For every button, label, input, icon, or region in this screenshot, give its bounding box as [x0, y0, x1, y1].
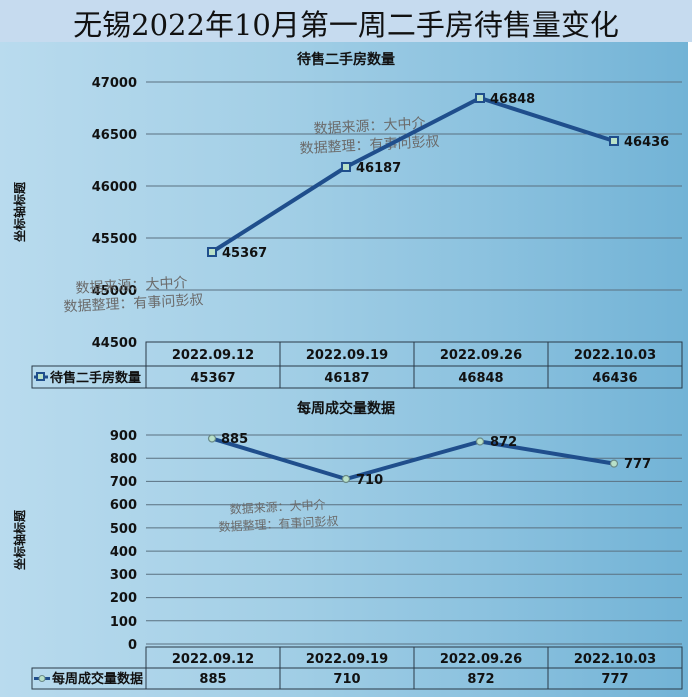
- chart2-table-row: 每周成交量数据 885 710 872 777: [34, 671, 629, 687]
- chart1-series-line: [210, 96, 615, 254]
- y-tick: 300: [110, 568, 137, 583]
- data-label: 46848: [490, 92, 535, 107]
- chart1-markers: [207, 93, 619, 257]
- y-tick: 600: [110, 498, 137, 513]
- table-cell: 777: [601, 672, 628, 687]
- table-header: 2022.10.03: [574, 652, 656, 667]
- table-header: 2022.09.26: [440, 348, 522, 363]
- table-cell: 872: [467, 672, 494, 687]
- y-tick: 100: [110, 615, 137, 630]
- y-tick: 0: [128, 638, 137, 653]
- table-cell: 46187: [324, 371, 369, 386]
- table-header: 2022.10.03: [574, 348, 656, 363]
- y-tick: 800: [110, 452, 137, 467]
- table-header: 2022.09.12: [172, 348, 254, 363]
- y-tick: 900: [110, 429, 137, 444]
- chart1-table-row: 待售二手房数量 45367 46187 46848 46436: [34, 370, 638, 386]
- chart-area: [0, 42, 688, 697]
- data-point-marker: [207, 434, 217, 443]
- data-label: 872: [490, 435, 517, 450]
- chart2-table-headers: 2022.09.12 2022.09.19 2022.09.26 2022.10…: [172, 652, 656, 667]
- chart2: 每周成交量数据 坐标轴标题 900 800 700 600 500 400 30…: [12, 400, 683, 690]
- y-tick: 700: [110, 475, 137, 490]
- table-header: 2022.09.19: [306, 652, 388, 667]
- data-point-marker: [475, 437, 485, 446]
- data-label: 46436: [624, 135, 669, 150]
- y-tick: 47000: [92, 76, 137, 91]
- data-point-marker: [609, 136, 619, 146]
- chart2-y-ticks: 900 800 700 600 500 400 300 200 100 0: [110, 429, 137, 653]
- chart2-y-axis-title: 坐标轴标题: [12, 509, 27, 570]
- y-tick: 500: [110, 522, 137, 537]
- table-cell: 710: [333, 672, 360, 687]
- data-point-marker: [341, 162, 351, 172]
- chart1: 待售二手房数量 坐标轴标题 47000 46500 46000 45500 45…: [12, 51, 683, 389]
- table-header: 2022.09.19: [306, 348, 388, 363]
- table-cell: 45367: [190, 371, 235, 386]
- svg-text:数据来源：大中介: 数据来源：大中介: [313, 116, 426, 138]
- data-point-marker: [341, 474, 351, 484]
- chart1-data-table: [31, 341, 683, 389]
- chart1-title: 待售二手房数量: [297, 51, 395, 68]
- y-tick: 46500: [92, 128, 137, 143]
- chart1-table-headers: 2022.09.12 2022.09.19 2022.09.26 2022.10…: [172, 348, 656, 363]
- y-tick: 200: [110, 591, 137, 606]
- y-tick: 400: [110, 545, 137, 560]
- page-title: 无锡2022年10月第一周二手房待售量变化: [73, 8, 619, 42]
- svg-text:数据来源：大中介: 数据来源：大中介: [229, 497, 326, 517]
- y-tick: 45500: [92, 232, 137, 247]
- chart2-watermark: 数据来源：大中介 数据整理：有事问彭叔: [218, 497, 339, 535]
- chart2-title: 每周成交量数据: [297, 400, 395, 417]
- table-header: 2022.09.12: [172, 652, 254, 667]
- svg-text:数据来源：大中介: 数据来源：大中介: [75, 275, 188, 297]
- data-label: 710: [356, 473, 383, 488]
- svg-text:数据整理：有事问彭叔: 数据整理：有事问彭叔: [218, 513, 339, 534]
- series-name: 每周成交量数据: [52, 671, 143, 687]
- chart1-watermark-center: 数据来源：大中介 数据整理：有事问彭叔: [299, 116, 440, 158]
- chart1-watermark-left: 数据来源：大中介 数据整理：有事问彭叔: [63, 275, 204, 315]
- svg-text:数据整理：有事问彭叔: 数据整理：有事问彭叔: [63, 292, 204, 315]
- chart2-gridlines: [146, 434, 682, 645]
- chart2-markers: [207, 434, 619, 484]
- chart2-series-line: [211, 436, 615, 481]
- series-name: 待售二手房数量: [49, 370, 141, 386]
- data-point-marker: [475, 93, 485, 103]
- table-cell: 46436: [592, 371, 637, 386]
- chart2-data-table: [31, 646, 683, 690]
- data-label: 45367: [222, 246, 267, 261]
- chart2-data-labels: 885 710 872 777: [221, 432, 651, 488]
- title-bar: 无锡2022年10月第一周二手房待售量变化: [0, 0, 692, 42]
- y-tick: 45000: [92, 284, 137, 299]
- data-point-marker: [207, 247, 217, 257]
- data-label: 46187: [356, 161, 401, 176]
- table-cell: 885: [199, 672, 226, 687]
- data-label: 777: [624, 457, 651, 472]
- data-point-marker: [609, 459, 619, 468]
- y-tick: 44500: [92, 336, 137, 351]
- y-tick: 46000: [92, 180, 137, 195]
- chart1-y-ticks: 47000 46500 46000 45500 45000 44500: [92, 76, 137, 351]
- chart1-data-labels: 45367 46187 46848 46436: [222, 92, 669, 261]
- data-label: 885: [221, 432, 248, 447]
- svg-text:数据整理：有事问彭叔: 数据整理：有事问彭叔: [299, 134, 440, 157]
- legend-key-square-marker-icon: [34, 372, 48, 381]
- legend-key-circle-marker-icon: [34, 675, 50, 682]
- table-cell: 46848: [458, 371, 503, 386]
- table-header: 2022.09.26: [440, 652, 522, 667]
- chart1-y-axis-title: 坐标轴标题: [12, 181, 27, 242]
